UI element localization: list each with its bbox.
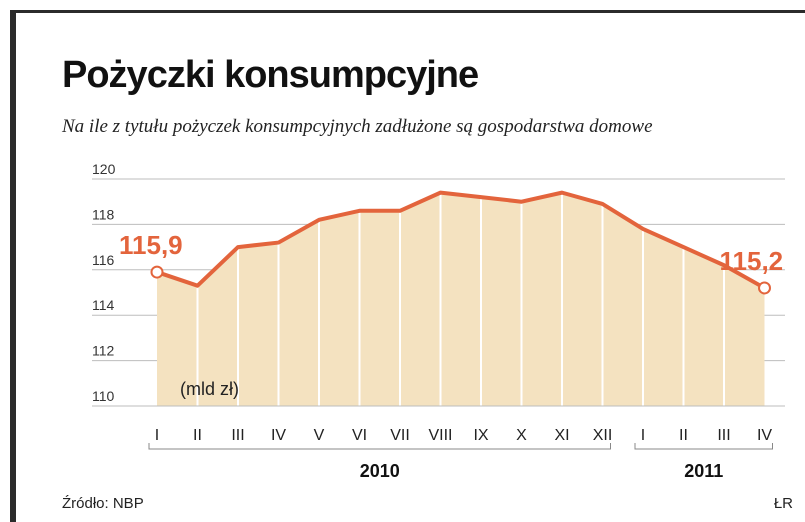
data-point	[150, 265, 164, 279]
series-line	[155, 190, 767, 290]
x-tick-label: X	[516, 427, 527, 444]
x-tick-label: V	[314, 427, 325, 444]
chart-subtitle: Na ile z tytułu pożyczek konsumpcyjnych …	[62, 116, 653, 137]
x-tick-label: VII	[390, 427, 410, 444]
x-tick-label: VI	[352, 427, 367, 444]
y-tick-label: 118	[92, 206, 115, 222]
x-tick-label: XI	[554, 427, 569, 444]
x-tick-label: III	[717, 427, 730, 444]
y-tick-label: 116	[92, 252, 115, 268]
x-tick-label: IX	[473, 427, 488, 444]
area-fill	[157, 192, 765, 406]
y-tick-label: 112	[92, 343, 115, 359]
year-bracket	[148, 443, 611, 450]
x-tick-label: II	[679, 427, 688, 444]
year-label: 2011	[684, 461, 723, 481]
x-tick-label: IV	[757, 427, 772, 444]
y-tick-label: 114	[92, 297, 115, 313]
unit-label: (mld zł)	[180, 379, 239, 399]
x-tick-label: I	[155, 427, 159, 444]
x-tick-label: I	[641, 427, 645, 444]
x-tick-label: III	[231, 427, 244, 444]
frame-left-border	[10, 10, 16, 522]
y-tick-label: 110	[92, 388, 115, 404]
x-tick-label: IV	[271, 427, 286, 444]
data-point	[758, 281, 771, 295]
credit-note: ŁR	[773, 495, 793, 512]
year-label: 2010	[360, 461, 400, 481]
year-bracket	[634, 443, 773, 450]
data-label: 115,9	[119, 230, 183, 260]
frame-top-border	[10, 10, 805, 22]
source-note: Źródło: NBP	[62, 495, 144, 512]
x-tick-label: XII	[593, 427, 613, 444]
chart-title: Pożyczki konsumpcyjne	[62, 54, 479, 96]
y-tick-label: 120	[92, 161, 116, 177]
x-tick-label: VIII	[428, 427, 452, 444]
x-tick-label: II	[193, 427, 202, 444]
data-label: 115,2	[720, 246, 784, 276]
